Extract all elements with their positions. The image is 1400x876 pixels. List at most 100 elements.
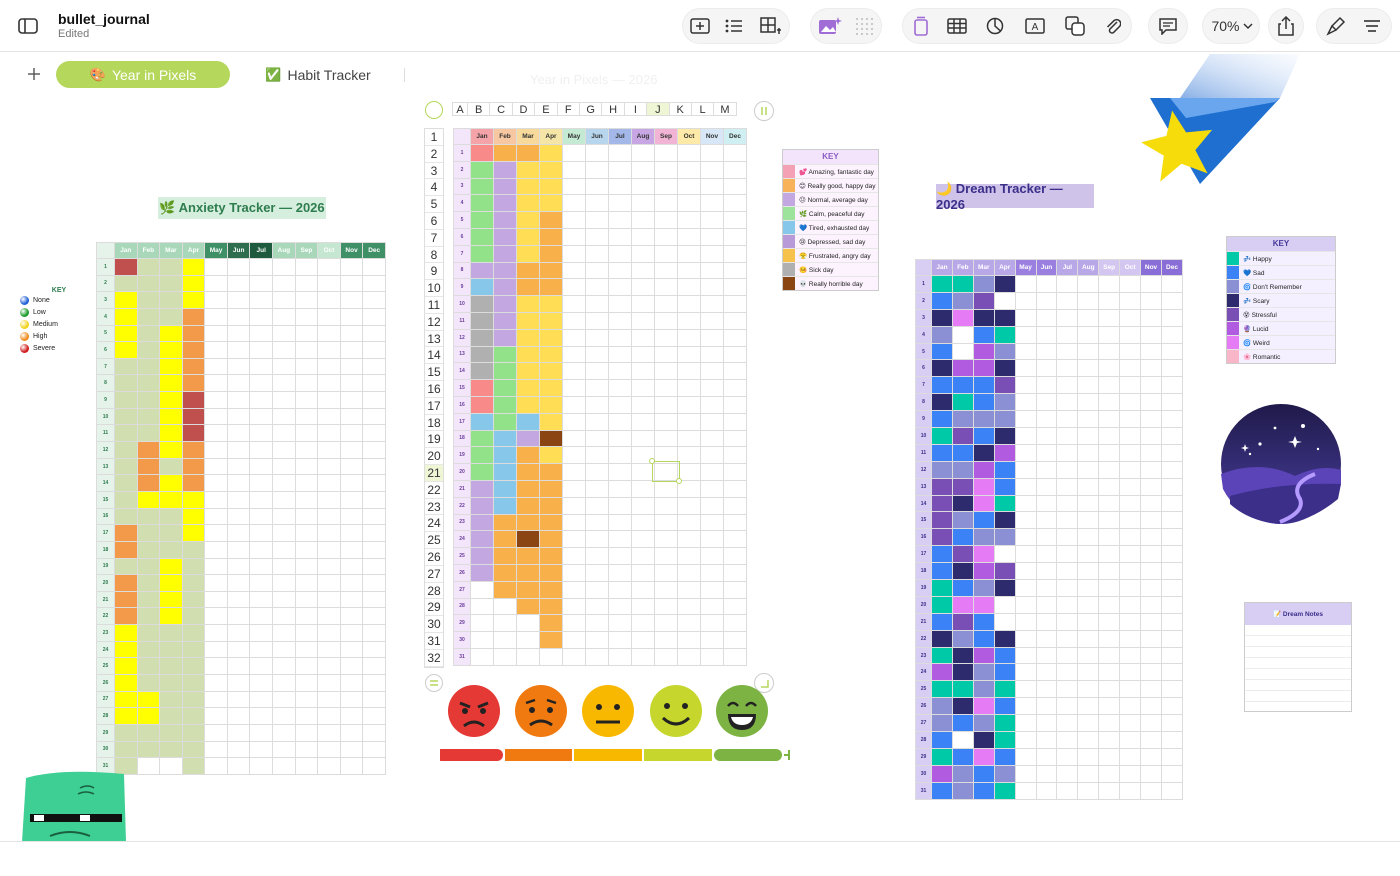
day-cell[interactable] (159, 740, 183, 759)
day-cell[interactable] (1140, 663, 1162, 682)
day-cell[interactable] (677, 211, 701, 229)
day-cell[interactable] (493, 345, 517, 364)
day-cell[interactable] (159, 441, 183, 459)
day-cell[interactable] (631, 429, 655, 448)
day-cell[interactable] (516, 580, 540, 599)
tab-habit-tracker[interactable]: ✅ Habit Tracker (256, 61, 380, 88)
day-cell[interactable] (608, 412, 632, 431)
day-cell[interactable] (562, 429, 586, 448)
day-cell[interactable] (631, 211, 655, 229)
day-cell[interactable] (493, 597, 517, 616)
day-cell[interactable] (931, 427, 953, 445)
day-cell[interactable] (608, 631, 632, 649)
day-cell[interactable] (339, 657, 364, 676)
day-cell[interactable] (339, 391, 364, 409)
day-cell[interactable] (1160, 427, 1184, 445)
day-cell[interactable] (516, 379, 540, 397)
day-cell[interactable] (181, 307, 206, 326)
day-cell[interactable] (136, 374, 161, 393)
day-cell[interactable] (972, 325, 995, 344)
day-cell[interactable] (931, 595, 953, 614)
day-cell[interactable] (317, 441, 341, 459)
day-cell[interactable] (159, 324, 183, 343)
day-cell[interactable] (204, 457, 228, 476)
day-cell[interactable] (317, 258, 341, 276)
day-cell[interactable] (608, 160, 632, 179)
day-cell[interactable] (1014, 325, 1037, 344)
day-cell[interactable] (700, 614, 724, 633)
day-cell[interactable] (723, 429, 747, 448)
day-cell[interactable] (993, 528, 1016, 547)
day-cell[interactable] (1014, 562, 1037, 581)
day-cell[interactable] (1056, 325, 1079, 344)
day-cell[interactable] (654, 345, 678, 364)
day-cell[interactable] (931, 781, 953, 800)
row-number[interactable]: 8 (425, 247, 443, 264)
day-cell[interactable] (562, 513, 586, 532)
month-header-jan[interactable]: Jan (931, 259, 953, 276)
day-cell[interactable] (1140, 781, 1162, 800)
day-cell[interactable] (972, 460, 995, 479)
day-cell[interactable] (362, 391, 386, 409)
day-cell[interactable] (1119, 680, 1142, 699)
day-cell[interactable] (723, 227, 747, 246)
day-cell[interactable] (294, 407, 319, 426)
day-cell[interactable] (159, 674, 183, 692)
day-cell[interactable] (1035, 443, 1058, 462)
dream-notes[interactable]: 📝 Dream Notes (1244, 602, 1352, 712)
day-cell[interactable] (249, 557, 274, 576)
day-cell[interactable] (114, 391, 138, 409)
day-cell[interactable] (654, 547, 678, 565)
month-header-nov[interactable]: Nov (700, 128, 724, 145)
day-cell[interactable] (951, 410, 974, 429)
day-cell[interactable] (159, 624, 183, 642)
day-cell[interactable] (993, 629, 1016, 648)
day-cell[interactable] (951, 629, 974, 648)
day-cell[interactable] (1077, 393, 1100, 412)
day-cell[interactable] (1098, 545, 1121, 564)
row-number[interactable]: 28 (425, 583, 443, 600)
day-cell[interactable] (1140, 342, 1162, 361)
day-cell[interactable] (585, 530, 609, 549)
day-cell[interactable] (226, 624, 251, 642)
day-cell[interactable] (181, 291, 206, 309)
day-cell[interactable] (951, 427, 974, 445)
day-cell[interactable] (1035, 528, 1058, 547)
day-cell[interactable] (1160, 714, 1184, 733)
day-cell[interactable] (677, 295, 701, 313)
day-cell[interactable] (951, 747, 974, 766)
day-cell[interactable] (539, 261, 563, 280)
day-cell[interactable] (294, 674, 319, 692)
day-cell[interactable] (972, 646, 995, 665)
day-cell[interactable] (294, 391, 319, 409)
day-cell[interactable] (294, 324, 319, 343)
day-cell[interactable] (951, 291, 974, 310)
day-cell[interactable] (249, 441, 274, 459)
day-cell[interactable] (204, 740, 228, 759)
day-cell[interactable] (585, 211, 609, 229)
day-cell[interactable] (631, 614, 655, 633)
month-header-jan[interactable]: Jan (470, 128, 494, 145)
dream-table[interactable]: Jan Feb Mar Apr May Jun Jul Aug Sep Oct Nov Dec 1 2 3 4… (915, 259, 1184, 800)
row-number[interactable]: 32 (425, 650, 443, 667)
table-corner-handle[interactable] (754, 673, 774, 693)
day-cell[interactable] (1056, 747, 1079, 766)
month-header-dec[interactable]: Dec (362, 242, 386, 259)
day-cell[interactable] (470, 580, 494, 599)
day-cell[interactable] (470, 227, 494, 246)
day-cell[interactable] (272, 740, 296, 759)
day-cell[interactable] (362, 374, 386, 393)
day-cell[interactable] (1119, 291, 1142, 310)
row-number-header[interactable]: 1 2 3 4 5 6 7 8 9 10 11 12 13 14 15 16 17 18 19 20 21 22 23 24 2… (424, 128, 444, 668)
day-cell[interactable] (516, 395, 540, 414)
month-header-feb[interactable]: Feb (493, 128, 517, 145)
day-cell[interactable] (362, 258, 386, 276)
day-cell[interactable] (1077, 376, 1100, 395)
column-letter-l[interactable]: L (690, 102, 715, 116)
day-cell[interactable] (339, 707, 364, 725)
day-cell[interactable] (362, 690, 386, 709)
column-letter-m[interactable]: M (713, 102, 737, 116)
day-cell[interactable] (1119, 595, 1142, 614)
day-cell[interactable] (677, 345, 701, 364)
day-cell[interactable] (317, 391, 341, 409)
